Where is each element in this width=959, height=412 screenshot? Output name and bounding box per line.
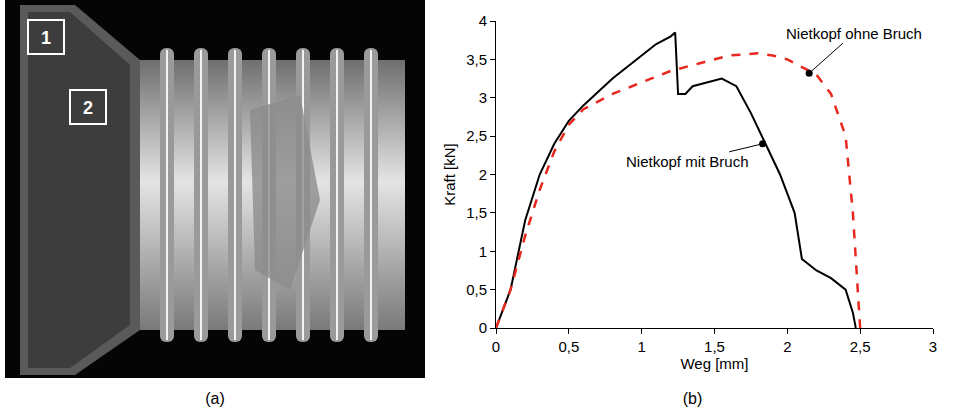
svg-text:1: 1 — [41, 28, 51, 48]
svg-text:3,5: 3,5 — [466, 51, 487, 68]
svg-text:1: 1 — [479, 243, 487, 260]
svg-text:1,5: 1,5 — [466, 204, 487, 221]
svg-text:2: 2 — [479, 166, 487, 183]
svg-text:1: 1 — [637, 338, 645, 355]
svg-text:3: 3 — [479, 89, 487, 106]
svg-text:4: 4 — [479, 12, 487, 29]
svg-text:2: 2 — [783, 338, 791, 355]
svg-text:1,5: 1,5 — [704, 338, 725, 355]
svg-text:Nietkopf ohne Bruch: Nietkopf ohne Bruch — [786, 25, 922, 42]
svg-text:3: 3 — [929, 338, 937, 355]
html-text:(a): (a) — [205, 390, 225, 407]
svg-text:0,5: 0,5 — [558, 338, 579, 355]
svg-text:Kraft [kN]: Kraft [kN] — [441, 143, 458, 206]
html-text:(b): (b) — [682, 390, 703, 407]
svg-text:0: 0 — [479, 319, 487, 336]
svg-text:Nietkopf mit Bruch: Nietkopf mit Bruch — [626, 153, 749, 170]
svg-text:0: 0 — [492, 338, 500, 355]
svg-text:2,5: 2,5 — [850, 338, 871, 355]
svg-text:2: 2 — [83, 98, 93, 118]
svg-text:Weg [mm]: Weg [mm] — [680, 355, 748, 372]
svg-text:0,5: 0,5 — [466, 281, 487, 298]
svg-text:2,5: 2,5 — [466, 127, 487, 144]
